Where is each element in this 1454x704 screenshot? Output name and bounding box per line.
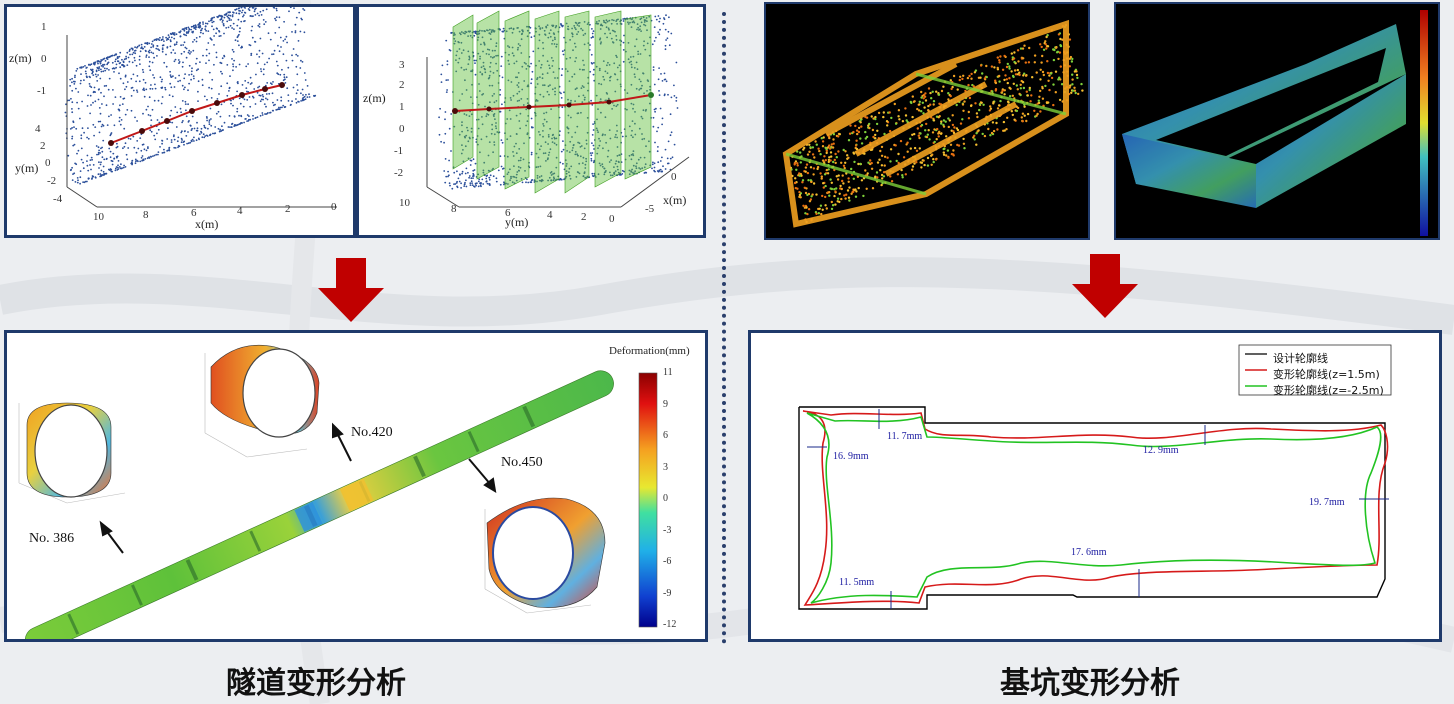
y-tick: 0: [45, 157, 51, 169]
pit-wall-heatmap: [1122, 10, 1428, 236]
x-tick: 0: [331, 201, 337, 213]
tunnel-deformation-model: [18, 344, 658, 639]
y-tick: 2: [40, 140, 46, 152]
y-tick: 2: [581, 211, 587, 223]
x-tick: 0: [671, 171, 677, 183]
y-tick: 4: [35, 123, 41, 135]
section-divider: [722, 12, 726, 644]
ring-386: [18, 402, 126, 504]
tunnel-slicing-plot: z(m) y(m) x(m) 3 2 1 0 -1 -2 10 8 6 4 2 …: [356, 4, 706, 238]
colorbar-tick: 3: [663, 461, 668, 473]
z-tick: 1: [41, 21, 47, 33]
design-outline: [798, 406, 1386, 610]
z-tick: 0: [399, 123, 405, 135]
pit-caption: 基坑变形分析: [1000, 666, 1180, 701]
z-tick: -2: [394, 167, 404, 179]
pit-structure-pointcloud: [782, 19, 1084, 228]
z-axis-label: z(m): [363, 91, 386, 105]
tunnel-cylinder-pointcloud: [64, 7, 337, 208]
z-tick: -1: [37, 85, 47, 97]
colorbar-tick: -12: [663, 619, 677, 630]
colorbar-tick: 6: [663, 430, 668, 441]
z-tick: 2: [399, 79, 405, 91]
label-no-386: No. 386: [29, 531, 75, 546]
colorbar-title: Deformation(mm): [609, 345, 690, 357]
colorbar-tick: -6: [663, 556, 672, 567]
measure-label: 12. 9mm: [1143, 445, 1179, 456]
down-arrow-icon: [1072, 254, 1138, 318]
tunnel-pointcloud-plot: z(m) y(m) x(m) 1 0 -1 4 2 0 -2 -4 10 8 6…: [4, 4, 356, 238]
y-tick: 8: [451, 203, 457, 215]
pit-contour-panel: 设计轮廓线 变形轮廓线(z=1.5m) 变形轮廓线(z=-2.5m) 11. 7…: [748, 330, 1442, 642]
y-axis-label: y(m): [505, 215, 529, 229]
z-tick: -1: [394, 145, 404, 157]
measure-label: 11. 7mm: [887, 431, 923, 442]
x-tick: 10: [93, 211, 104, 223]
x-tick: 8: [143, 209, 149, 221]
deform-contour-lower: [806, 412, 1382, 604]
ring-420: [204, 344, 320, 458]
measure-label: 11. 5mm: [839, 577, 875, 588]
y-tick: 6: [505, 207, 511, 219]
pit-heatmap-render: [1114, 2, 1440, 240]
y-tick: 4: [547, 209, 553, 221]
y-tick: -4: [53, 193, 63, 205]
legend-design: 设计轮廓线: [1273, 352, 1328, 365]
y-tick: 0: [609, 213, 615, 225]
colorbar-tick: 9: [663, 398, 668, 410]
label-no-450: No.450: [501, 455, 543, 470]
z-tick: 0: [41, 53, 47, 65]
x-axis-label: x(m): [663, 193, 687, 207]
down-arrow-icon: [318, 258, 384, 322]
y-tick: -2: [47, 175, 57, 187]
tunnel-caption: 隧道变形分析: [226, 666, 406, 701]
measure-label: 17. 6mm: [1071, 547, 1107, 558]
x-tick: 2: [285, 203, 291, 215]
x-tick: 4: [237, 205, 243, 217]
ring-450: [484, 497, 606, 614]
tunnel-slice-planes: [426, 10, 690, 208]
tunnel-deformation-panel: Deformation(mm) 11 9 6 3 0 -3 -6 -9 -12 No. 386 …: [4, 330, 708, 642]
z-tick: 1: [399, 101, 405, 113]
colorbar-tick: 0: [663, 493, 668, 504]
x-axis-label: x(m): [195, 217, 219, 231]
y-tick: 10: [399, 197, 410, 209]
z-tick: 3: [399, 59, 405, 71]
colorbar-tick: -3: [663, 524, 672, 536]
colorbar-tick: 11: [663, 367, 673, 378]
z-axis-label: z(m): [9, 51, 32, 65]
x-tick: -5: [645, 203, 655, 215]
colorbar-tick: -9: [663, 587, 672, 599]
y-axis-label: y(m): [15, 161, 39, 175]
measure-label: 19. 7mm: [1309, 497, 1345, 508]
pit-contour-plot: [798, 344, 1392, 610]
measure-label: 16. 9mm: [833, 451, 869, 462]
x-tick: 6: [191, 207, 197, 219]
pit-pointcloud-render: [764, 2, 1090, 240]
label-no-420: No.420: [351, 425, 393, 440]
legend-deform-z2: 变形轮廓线(z=-2.5m): [1273, 384, 1384, 397]
legend-deform-z1: 变形轮廓线(z=1.5m): [1273, 368, 1380, 381]
